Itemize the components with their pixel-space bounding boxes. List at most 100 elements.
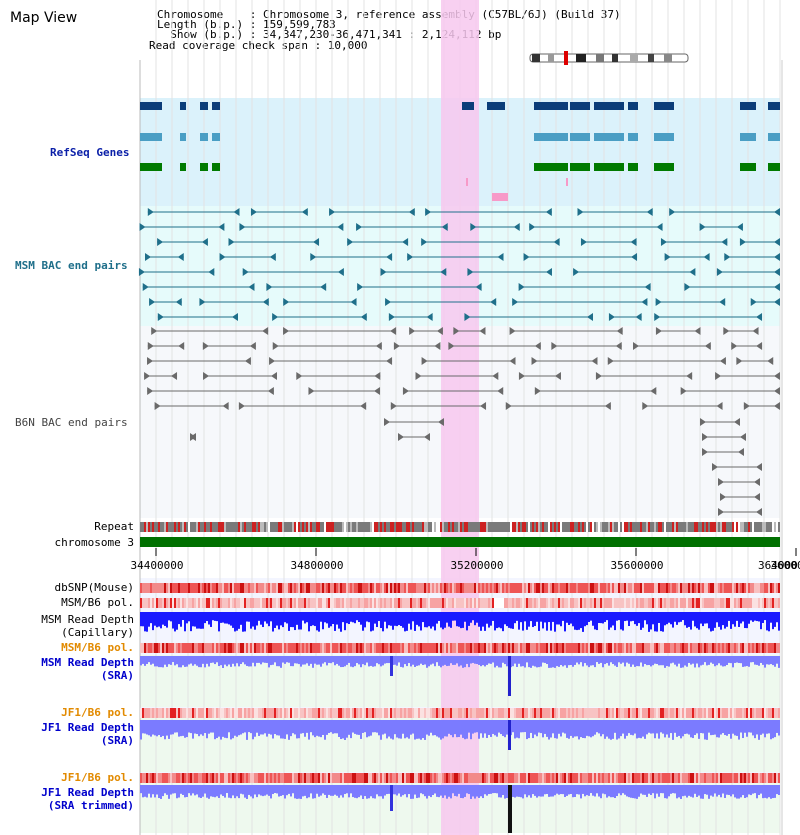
jf1-sra-depth-bar bbox=[644, 720, 646, 739]
msm-b6-pol-cell bbox=[226, 598, 228, 608]
msm-sra-depth-bar bbox=[280, 656, 282, 668]
jf1-trim-depth-bar bbox=[204, 785, 206, 794]
msm-capillary-depth-bar bbox=[634, 612, 636, 625]
dbsnp-cell bbox=[614, 583, 616, 593]
dbsnp-cell bbox=[314, 583, 316, 593]
jf1-sra-depth-bar bbox=[724, 720, 726, 736]
jf1-sra-depth-bar bbox=[266, 720, 268, 737]
jf1-sra-depth-bar bbox=[430, 720, 432, 733]
dbsnp-cell bbox=[690, 583, 692, 593]
jf1-sra-depth-bar bbox=[192, 720, 194, 739]
jf1-trim-depth-bar bbox=[566, 785, 568, 796]
msm-capillary-depth-bar bbox=[288, 612, 290, 631]
msm-b6-pol-cell bbox=[550, 643, 552, 653]
msm-capillary-depth-bar bbox=[620, 612, 622, 630]
jf1-b6-pol-cell bbox=[422, 708, 424, 718]
msm-b6-pol-cell bbox=[522, 598, 524, 608]
dbsnp-cell bbox=[516, 583, 518, 593]
jf1-sra-depth-bar bbox=[766, 720, 768, 734]
msm-capillary-depth-bar bbox=[604, 612, 606, 622]
jf1-trim-depth-bar bbox=[378, 785, 380, 797]
dbsnp-cell bbox=[438, 583, 440, 593]
jf1-b6-pol-cell bbox=[262, 773, 264, 783]
jf1-b6-pol-cell bbox=[630, 773, 632, 783]
msm-sra-depth-bar bbox=[478, 656, 480, 665]
dbsnp-cell bbox=[186, 583, 188, 593]
msm-b6-pol-cell bbox=[672, 598, 674, 608]
b6n-bac-pair-end bbox=[704, 342, 711, 350]
repeat-block bbox=[508, 522, 510, 532]
jf1-b6-pol-cell bbox=[230, 773, 232, 783]
msm-b6-pol-cell bbox=[230, 598, 232, 608]
msm-sra-depth-bar bbox=[592, 656, 594, 666]
jf1-b6-pol-cell bbox=[424, 708, 426, 718]
jf1-trim-depth-bar bbox=[590, 785, 592, 794]
b6n-bac-pair-end bbox=[756, 342, 763, 350]
jf1-b6-pol-cell bbox=[530, 773, 532, 783]
msm-b6-pol-cell bbox=[464, 643, 466, 653]
jf1-trim-depth-bar bbox=[216, 785, 218, 797]
jf1-b6-pol-cell bbox=[328, 708, 330, 718]
repeat-block bbox=[698, 522, 700, 532]
jf1-sra-depth-bar bbox=[190, 720, 192, 734]
jf1-b6-pol-cell bbox=[736, 773, 738, 783]
jf1-b6-pol-cell bbox=[156, 773, 158, 783]
b6n-bac-pair-end bbox=[147, 357, 154, 365]
msm-b6-pol-cell bbox=[298, 643, 300, 653]
dbsnp-cell bbox=[190, 583, 192, 593]
msm-capillary-depth-bar bbox=[522, 612, 524, 631]
dbsnp-cell bbox=[346, 583, 348, 593]
jf1-b6-pol-cell bbox=[528, 708, 530, 718]
jf1-b6-pol-cell bbox=[734, 773, 736, 783]
msm-b6-pol-cell bbox=[304, 643, 306, 653]
msm-capillary-depth-bar bbox=[148, 612, 150, 627]
dbsnp-cell bbox=[166, 583, 168, 593]
dbsnp-cell bbox=[594, 583, 596, 593]
msm-sra-depth-bar bbox=[258, 656, 260, 663]
msm-sra-depth-bar bbox=[476, 656, 478, 665]
msm-capillary-depth-bar bbox=[384, 612, 386, 622]
msm-b6-pol-cell bbox=[718, 643, 720, 653]
msm-b6-pol-cell bbox=[716, 598, 718, 608]
msm-capillary-depth-bar bbox=[348, 612, 350, 625]
msm-sra-depth-bar bbox=[300, 656, 302, 667]
jf1-sra-depth-bar bbox=[310, 720, 312, 733]
jf1-sra-depth-bar bbox=[172, 720, 174, 735]
jf1-b6-pol-cell bbox=[778, 708, 780, 718]
jf1-b6-pol-cell bbox=[488, 708, 490, 718]
jf1-trim-depth-bar bbox=[306, 785, 308, 799]
repeat-block bbox=[726, 522, 728, 532]
jf1-b6-pol-cell bbox=[628, 708, 630, 718]
jf1-sra-depth-bar bbox=[292, 720, 294, 734]
jf1-b6-pol-cell bbox=[322, 708, 324, 718]
dbsnp-cell bbox=[616, 583, 618, 593]
repeat-block bbox=[500, 522, 502, 532]
jf1-trim-depth-bar bbox=[524, 785, 526, 795]
jf1-b6-pol-cell bbox=[712, 708, 714, 718]
msm-b6-pol-cell bbox=[742, 643, 744, 653]
jf1-trim-depth-bar bbox=[756, 785, 758, 799]
msm-b6-pol-cell bbox=[462, 643, 464, 653]
msm-sra-depth-bar bbox=[628, 656, 630, 664]
msm-b6-pol-cell bbox=[364, 598, 366, 608]
jf1-sra-depth-bar bbox=[604, 720, 606, 739]
jf1-trim-depth-bar bbox=[290, 785, 292, 797]
msm-b6-pol-cell bbox=[212, 643, 214, 653]
repeat-block bbox=[472, 522, 474, 532]
b6n-bac-pair-end bbox=[238, 402, 245, 410]
dbsnp-cell bbox=[236, 583, 238, 593]
jf1-b6-pol-cell bbox=[464, 708, 466, 718]
msm-b6-pol-cell bbox=[160, 643, 162, 653]
jf1-trim-depth-bar bbox=[746, 785, 748, 798]
jf1-sra-depth-bar bbox=[412, 720, 414, 734]
msm-capillary-depth-bar bbox=[778, 612, 780, 631]
repeat-block bbox=[332, 522, 334, 532]
jf1-b6-pol-cell bbox=[282, 773, 284, 783]
jf1-sra-depth-bar bbox=[622, 720, 624, 734]
msm-capillary-depth-bar bbox=[598, 612, 600, 624]
jf1-trim-depth-bar bbox=[684, 785, 686, 796]
jf1-b6-pol-cell bbox=[562, 708, 564, 718]
dbsnp-cell bbox=[454, 583, 456, 593]
msm-b6-pol-cell bbox=[738, 643, 740, 653]
